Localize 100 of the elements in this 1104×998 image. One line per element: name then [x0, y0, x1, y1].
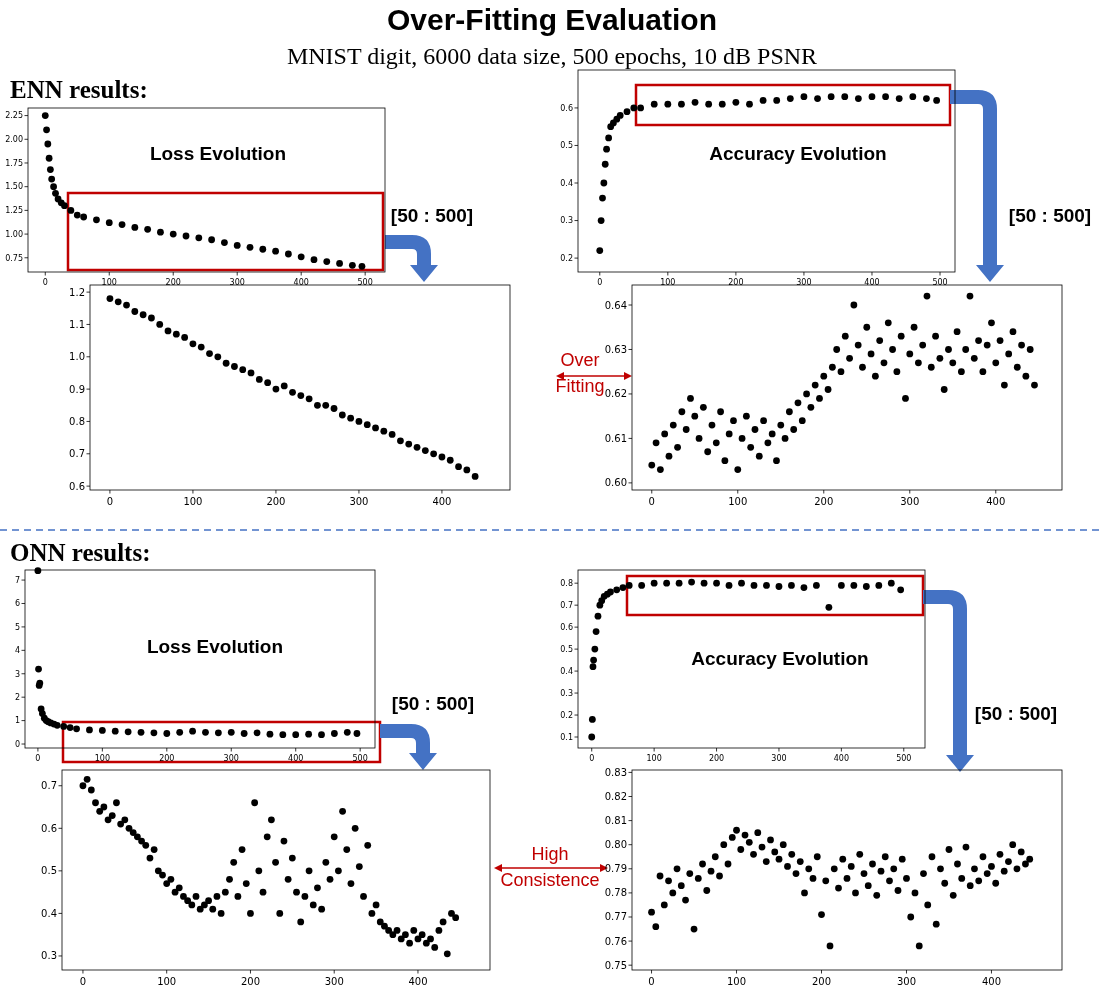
- y-tick-label: 0.75: [5, 253, 23, 263]
- x-tick-label: 0: [648, 496, 655, 507]
- x-tick-label: 0: [589, 754, 595, 763]
- text: [50 : 500]: [974, 703, 1058, 724]
- x-tick-label: 300: [349, 496, 369, 507]
- text: [50 : 500]: [1008, 205, 1092, 226]
- x-tick-label: 0: [597, 278, 603, 287]
- y-tick-label: 0.8: [560, 578, 573, 588]
- y-tick-label: 1.0: [69, 351, 85, 363]
- y-tick-label: 6: [14, 599, 20, 609]
- y-tick-label: 0.3: [560, 688, 573, 698]
- y-tick-label: 2.00: [5, 135, 23, 145]
- x-tick-label: 0: [648, 976, 655, 987]
- x-tick-label: 200: [708, 754, 725, 763]
- y-tick-label: 0.3: [560, 216, 573, 226]
- y-tick-label: 0.7: [69, 448, 85, 460]
- x-tick-label: 400: [432, 496, 452, 507]
- x-tick-label: 400: [981, 976, 1002, 987]
- y-tick-label: 3: [14, 669, 20, 679]
- y-tick-label: 0.6: [560, 622, 573, 632]
- text: [50 : 500]: [390, 205, 474, 226]
- y-tick-label: 0.4: [41, 907, 57, 919]
- y-tick-label: 1.25: [5, 206, 23, 216]
- x-tick-label: 300: [896, 976, 917, 987]
- x-tick-label: 500: [896, 754, 912, 763]
- y-tick-label: 0.63: [604, 343, 627, 355]
- y-tick-label: 0.4: [560, 666, 573, 676]
- y-tick-label: 0.64: [604, 299, 627, 311]
- text: MNIST digit, 6000 data size, 500 epochs, 10 dB PSNR: [286, 43, 818, 69]
- y-tick-label: 0.2: [560, 710, 573, 720]
- y-tick-label: 0: [14, 739, 20, 749]
- y-tick-label: 0.7: [41, 780, 57, 792]
- y-tick-label: 0.79: [604, 863, 627, 875]
- x-tick-label: 500: [357, 278, 373, 287]
- y-tick-label: 0.5: [560, 141, 573, 151]
- y-tick-label: 0.5: [560, 644, 573, 654]
- y-tick-label: 0.78: [604, 887, 627, 899]
- x-tick-label: 100: [183, 496, 203, 507]
- y-tick-label: 1: [14, 716, 20, 726]
- y-tick-label: 0.8: [69, 415, 85, 427]
- y-tick-label: 0.77: [604, 911, 627, 923]
- y-tick-label: 0.3: [41, 950, 57, 962]
- x-tick-label: 200: [814, 496, 834, 507]
- x-tick-label: 300: [796, 278, 812, 287]
- x-tick-label: 100: [101, 278, 117, 287]
- y-tick-label: 0.1: [560, 732, 573, 742]
- x-tick-label: 400: [288, 754, 304, 763]
- x-tick-label: 400: [408, 976, 428, 987]
- y-tick-label: 0.61: [604, 432, 627, 444]
- x-tick-label: 200: [240, 976, 260, 987]
- y-tick-label: 0.9: [69, 383, 85, 395]
- text: Loss Evolution: [149, 143, 287, 164]
- x-tick-label: 100: [728, 496, 748, 507]
- x-tick-label: 100: [157, 976, 177, 987]
- x-tick-label: 500: [932, 278, 948, 287]
- y-tick-label: 0.4: [560, 178, 573, 188]
- text: ONN results:: [10, 539, 151, 566]
- x-tick-label: 100: [660, 278, 676, 287]
- x-tick-label: 300: [771, 754, 787, 763]
- text: Accuracy Evolution: [691, 648, 869, 669]
- y-tick-label: 0.6: [41, 822, 57, 834]
- x-tick-label: 100: [94, 754, 110, 763]
- y-tick-label: 0.6: [69, 480, 85, 492]
- x-tick-label: 400: [293, 278, 309, 287]
- x-tick-label: 200: [165, 278, 181, 287]
- x-tick-label: 400: [986, 496, 1006, 507]
- y-tick-label: 1.50: [5, 182, 23, 192]
- y-tick-label: 0.62: [604, 388, 627, 400]
- y-tick-label: 0.75: [604, 959, 627, 971]
- y-tick-label: 0.6: [560, 103, 573, 113]
- x-tick-label: 200: [159, 754, 175, 763]
- y-tick-label: 0.80: [604, 839, 627, 851]
- x-tick-label: 200: [811, 976, 832, 987]
- x-tick-label: 300: [223, 754, 239, 763]
- y-tick-label: 0.2: [560, 253, 573, 263]
- y-tick-label: 1.75: [5, 158, 23, 168]
- y-tick-label: 1.2: [69, 286, 85, 298]
- y-tick-label: 1.1: [69, 318, 85, 330]
- text: Accuracy Evolution: [709, 143, 887, 164]
- y-tick-label: 7: [14, 575, 20, 585]
- y-tick-label: 0.81: [604, 815, 627, 827]
- y-tick-label: 0.7: [560, 600, 573, 610]
- y-tick-label: 0.82: [604, 791, 627, 803]
- x-tick-label: 100: [726, 976, 747, 987]
- y-tick-label: 1.00: [5, 229, 23, 239]
- x-tick-label: 200: [728, 278, 744, 287]
- y-tick-label: 0.76: [604, 935, 627, 947]
- x-tick-label: 0: [35, 754, 41, 763]
- x-tick-label: 200: [266, 496, 286, 507]
- y-tick-label: 0.83: [604, 766, 627, 778]
- x-tick-label: 400: [833, 754, 850, 763]
- x-tick-label: 0: [106, 496, 114, 507]
- text: Over Fitting: [555, 350, 605, 397]
- x-tick-label: 300: [324, 976, 344, 987]
- text: ENN results:: [10, 76, 148, 103]
- x-tick-label: 500: [352, 754, 368, 763]
- text: Over-Fitting Evaluation: [386, 3, 718, 36]
- y-tick-label: 2.25: [5, 111, 23, 121]
- text: High Consistence: [500, 844, 600, 891]
- y-tick-label: 0.60: [604, 477, 627, 489]
